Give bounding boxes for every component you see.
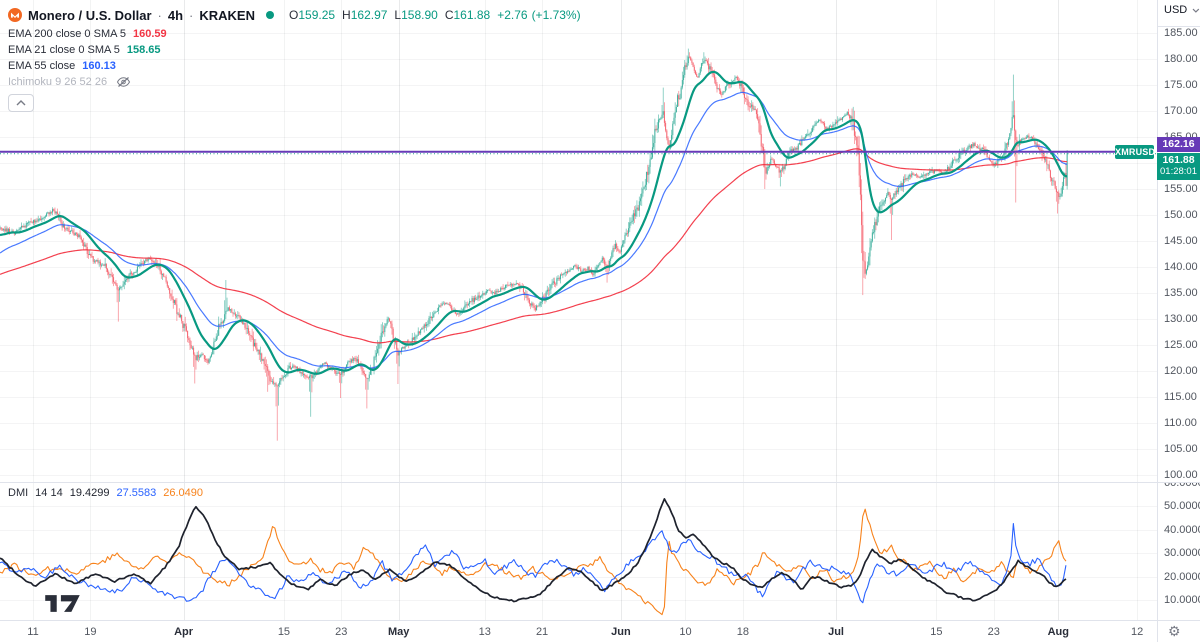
indicator-value: 158.65	[126, 44, 161, 56]
chevron-down-icon	[1192, 8, 1200, 13]
price-axis[interactable]: USD 185.00180.00175.00170.00165.00160.00…	[1157, 0, 1200, 642]
time-axis-tick: 15	[277, 626, 291, 638]
price-axis-tick: 125.00	[1164, 339, 1198, 351]
indicator-value: 160.13	[82, 60, 116, 72]
time-axis-tick: 18	[736, 626, 749, 638]
time-axis-tick: 15	[930, 626, 943, 638]
time-axis-tick: 11	[27, 626, 39, 638]
price-axis-tick: 135.00	[1164, 287, 1198, 299]
currency-label: USD	[1164, 4, 1188, 16]
currency-switcher[interactable]: USD	[1157, 4, 1200, 16]
dmi-plus-di-value: 27.5583	[116, 487, 157, 499]
indicator-label: EMA 200 close 0 SMA 5	[8, 28, 127, 40]
indicator-row[interactable]: EMA 200 close 0 SMA 5 160.59	[8, 26, 581, 42]
indicator-row[interactable]: EMA 55 close 160.13	[8, 58, 581, 74]
time-axis-tick: Apr	[174, 626, 194, 638]
time-axis-tick: Jun	[611, 626, 631, 638]
ohlc-values: O159.25 H162.97 L158.90 C161.88 +2.76 (+1…	[289, 8, 581, 22]
last-price-label: 161.88 01:28:01	[1157, 152, 1200, 180]
time-axis-tick: 12	[1131, 626, 1144, 638]
dmi-adx-value: 19.4299	[69, 487, 110, 499]
dmi-scale-ticks: 60.0000 50.0000 40.0000 30.0000 20.0000 10.00…	[1157, 483, 1200, 617]
price-axis-tick: 115.00	[1164, 391, 1197, 403]
time-axis[interactable]: 11 19 Apr 15 23 May 13 21 Jun 10 18 Jul 15 23 Aug 12 ⚙	[0, 621, 1200, 642]
price-axis-tick: 170.00	[1164, 105, 1198, 117]
indicator-label: EMA 21 close 0 SMA 5	[8, 44, 120, 56]
price-axis-tick: 145.00	[1164, 235, 1198, 247]
bar-countdown: 01:28:01	[1160, 165, 1197, 177]
dmi-axis-tick: 30.0000	[1164, 547, 1200, 559]
separator-dot: ·	[157, 7, 162, 23]
collapse-indicators-button[interactable]	[8, 94, 34, 112]
dmi-axis-tick: 60.0000	[1164, 483, 1200, 489]
dmi-legend[interactable]: DMI 14 14 19.4299 27.5583 26.0490	[8, 487, 203, 499]
indicator-label: Ichimoku 9 26 52 26	[8, 76, 108, 88]
price-axis-tick: 110.00	[1164, 417, 1197, 429]
price-axis-tick: 140.00	[1164, 261, 1198, 273]
indicator-row[interactable]: Ichimoku 9 26 52 26	[8, 74, 581, 90]
dmi-axis-tick: 10.0000	[1164, 594, 1200, 606]
symbol-title: Monero / U.S. Dollar	[28, 7, 152, 23]
indicator-legend-rows: EMA 200 close 0 SMA 5 160.59 EMA 21 close …	[8, 26, 581, 90]
time-axis-tick: 13	[478, 626, 491, 638]
tradingview-logo[interactable]	[44, 592, 82, 615]
price-axis-tick: 150.00	[1164, 209, 1198, 221]
indicator-row[interactable]: EMA 21 close 0 SMA 5 158.65	[8, 42, 581, 58]
xmrusd-line-flag[interactable]: XMRUSD	[1115, 145, 1156, 159]
time-axis-tick: 23	[987, 626, 1000, 638]
gear-icon[interactable]: ⚙	[1168, 623, 1181, 639]
price-scale-ticks: 185.00180.00175.00170.00165.00160.00155.…	[1157, 0, 1200, 481]
time-axis-tick: May	[387, 626, 410, 638]
chevron-up-icon	[16, 100, 26, 106]
indicator-label: EMA 55 close	[8, 60, 76, 72]
time-axis-tick: 23	[335, 626, 348, 638]
dmi-axis-tick: 20.0000	[1164, 570, 1200, 583]
price-axis-tick: 100.00	[1164, 469, 1198, 481]
eye-off-icon[interactable]	[116, 76, 131, 88]
symbol-interval[interactable]: 4h	[167, 7, 184, 23]
price-axis-tick: 130.00	[1164, 313, 1198, 325]
monero-icon	[8, 8, 22, 22]
price-axis-tick: 105.00	[1164, 443, 1198, 455]
symbol-row[interactable]: Monero / U.S. Dollar · 4h · KRAKEN O159.…	[8, 6, 581, 24]
price-axis-tick: 155.00	[1164, 183, 1198, 195]
time-axis-tick: 19	[84, 626, 97, 638]
time-axis-tick: Aug	[1047, 626, 1069, 638]
time-axis-tick: 10	[679, 626, 692, 638]
price-axis-tick: 120.00	[1164, 365, 1198, 377]
symbol-exchange: KRAKEN	[199, 7, 255, 23]
market-open-dot	[266, 11, 274, 19]
indicator-value: 160.59	[133, 28, 167, 40]
price-axis-tick: 175.00	[1164, 79, 1198, 91]
chart-legend: Monero / U.S. Dollar · 4h · KRAKEN O159.…	[8, 6, 581, 112]
dmi-name: DMI	[8, 487, 29, 499]
horizontal-line-price-label: 162.16	[1157, 137, 1200, 152]
dmi-axis-tick: 40.0000	[1164, 523, 1200, 536]
price-axis-tick: 180.00	[1164, 53, 1198, 65]
dmi-params: 14 14	[35, 487, 63, 499]
dmi-minus-di-value: 26.0490	[163, 487, 203, 499]
separator-dot: ·	[189, 7, 194, 23]
price-axis-tick: 185.00	[1164, 27, 1198, 39]
time-axis-tick: 21	[535, 626, 549, 638]
time-axis-tick: Jul	[828, 626, 844, 638]
dmi-axis-tick: 50.0000	[1164, 500, 1200, 512]
change-value: +2.76 (+1.73%)	[497, 8, 581, 22]
